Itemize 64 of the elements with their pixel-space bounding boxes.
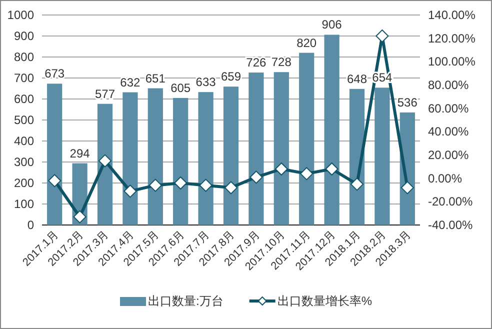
bar	[47, 84, 62, 225]
point	[400, 181, 414, 194]
y2-tick-label: -20.00%	[428, 194, 474, 209]
data-label: 651	[145, 71, 166, 86]
point	[350, 178, 364, 191]
y2-tick-label: 40.00%	[428, 124, 470, 139]
y2-tick-label: 20.00%	[428, 148, 470, 162]
point	[199, 178, 212, 192]
data-label: 648	[346, 72, 368, 86]
data-label: 906	[322, 18, 342, 32]
point	[124, 184, 137, 198]
legend-label: 出口数量增长率%	[277, 294, 372, 308]
y2-tick-label: 140.00%	[428, 8, 476, 22]
y2-tick-label: 120.00%	[428, 31, 476, 46]
data-label: 577	[94, 86, 116, 101]
bar	[97, 104, 113, 225]
y-tick-label: 300	[14, 155, 34, 169]
point	[274, 162, 288, 176]
point	[250, 170, 263, 184]
y-tick-label: 100	[14, 197, 34, 211]
data-label: 632	[120, 75, 141, 90]
point	[98, 154, 112, 168]
data-label: 726	[246, 56, 267, 70]
data-label: 633	[196, 75, 216, 90]
y2-tick-label: -40.00%	[428, 218, 474, 232]
y-tick-label: 500	[14, 113, 34, 127]
bar	[324, 34, 340, 225]
y-tick-label: 900	[14, 29, 34, 43]
point	[300, 167, 314, 180]
y-tick-label: 0	[27, 218, 34, 232]
data-label: 820	[296, 36, 317, 50]
bar	[122, 92, 138, 225]
y-tick-label: 200	[14, 176, 34, 190]
y2-tick-label: 80.00%	[428, 78, 470, 92]
y2-tick-label: 60.00%	[428, 101, 470, 116]
point	[148, 178, 162, 192]
point	[174, 176, 188, 190]
legend-label: 出口数量:万台	[148, 294, 224, 308]
data-label: 605	[170, 80, 191, 95]
bar	[148, 88, 163, 225]
y-tick-label: 400	[14, 134, 34, 148]
bar	[374, 88, 390, 225]
point	[376, 30, 389, 42]
bar	[274, 72, 289, 225]
y-tick-label: 700	[14, 71, 34, 85]
bar	[223, 86, 239, 225]
y2-tick-label: 100.00%	[428, 54, 476, 69]
data-label: 659	[220, 70, 242, 84]
point	[224, 181, 238, 194]
bar	[248, 72, 264, 225]
bar	[299, 52, 314, 225]
data-label: 294	[70, 146, 90, 160]
y-tick-label: 600	[14, 92, 34, 106]
bar	[198, 92, 214, 225]
bar	[173, 98, 188, 225]
data-label: 728	[271, 55, 292, 70]
point	[325, 162, 338, 176]
y-tick-label: 800	[14, 50, 34, 64]
data-label: 673	[44, 66, 65, 81]
point	[48, 174, 62, 188]
point	[73, 210, 86, 224]
y-tick-label: 1000	[7, 8, 34, 22]
data-label: 536	[397, 95, 418, 110]
y2-tick-label: 0.00%	[428, 171, 462, 186]
